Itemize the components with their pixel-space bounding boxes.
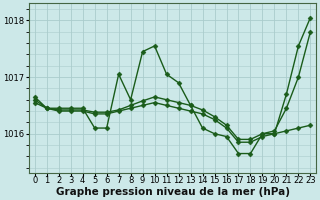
X-axis label: Graphe pression niveau de la mer (hPa): Graphe pression niveau de la mer (hPa): [56, 187, 290, 197]
